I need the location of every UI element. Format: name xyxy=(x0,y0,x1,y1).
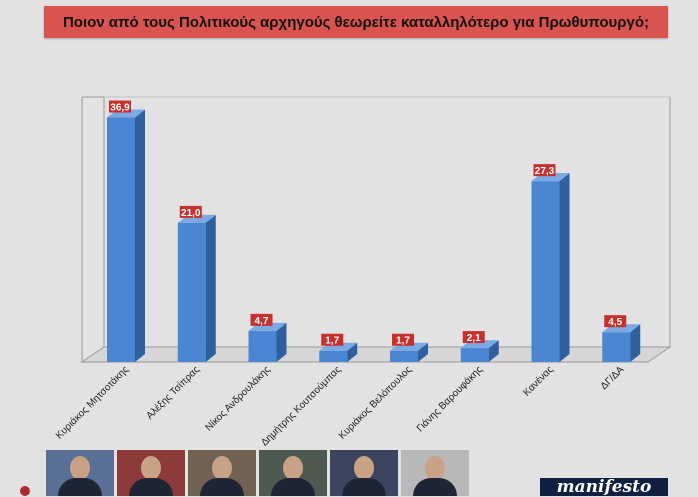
chart-title: Ποιον από τους Πολιτικούς αρχηγούς θεωρε… xyxy=(44,6,668,38)
value-label-bg xyxy=(321,333,344,346)
category-label: Κυριάκος Βελόπουλος xyxy=(336,364,414,442)
chart-floor xyxy=(80,346,672,363)
bar-side xyxy=(418,342,428,362)
bar-side xyxy=(276,322,287,362)
value-label: 4,7 xyxy=(255,316,269,327)
value-label-bg xyxy=(604,315,627,328)
bar xyxy=(531,181,560,362)
leader-photo xyxy=(46,450,114,496)
bar xyxy=(460,348,489,362)
value-label: 36,9 xyxy=(110,103,130,114)
category-label: Δημήτρης Κουτσούμπας xyxy=(258,364,343,449)
bar xyxy=(319,350,348,362)
category-label: Γιάνης Βαρουφάκης xyxy=(414,364,485,435)
chart-frame xyxy=(80,96,672,363)
bars-group xyxy=(107,109,641,362)
bar-side xyxy=(135,109,145,362)
category-label: Κανένας xyxy=(521,364,556,399)
value-label: 27,3 xyxy=(535,166,555,177)
leader-photo xyxy=(401,450,469,496)
value-label-bg xyxy=(179,205,202,218)
bar-side xyxy=(559,173,570,362)
category-label: ΔΓ/ΔΑ xyxy=(599,364,627,392)
bar-side xyxy=(630,324,641,362)
bar xyxy=(177,222,206,362)
leader-photo xyxy=(330,450,398,496)
bar xyxy=(390,350,418,362)
category-labels-group: Κυριάκος Μητσοτάκης Αλέξης Τσίπρας Νίκος Α… xyxy=(53,364,626,449)
value-label: 1,7 xyxy=(396,336,410,347)
value-label: 21,0 xyxy=(181,208,201,219)
value-label: 1,7 xyxy=(325,336,339,347)
leader-photo xyxy=(188,450,256,496)
bar xyxy=(107,117,135,362)
manifesto-logo: manifesto xyxy=(540,477,668,497)
value-label-bg xyxy=(392,333,414,346)
value-label-bg xyxy=(250,313,273,326)
bar-side xyxy=(347,342,358,362)
value-label-bg xyxy=(109,100,131,113)
bar xyxy=(602,332,631,362)
value-labels-group: 36,9 21,0 4,7 1,7 1,7 2,1 27,3 4,5 xyxy=(109,100,627,347)
value-label-bg xyxy=(462,331,485,344)
category-label: Αλέξης Τσίπρας xyxy=(144,364,202,422)
bar-side xyxy=(205,214,216,362)
bar xyxy=(248,330,277,362)
leader-photo-strip xyxy=(46,450,486,496)
value-label: 2,1 xyxy=(467,333,481,344)
decorative-dot xyxy=(20,486,30,496)
category-label: Κυριάκος Μητσοτάκης xyxy=(53,364,131,442)
value-label: 4,5 xyxy=(608,317,622,328)
value-label-bg xyxy=(533,164,556,177)
leader-photo xyxy=(117,450,185,496)
bar-side xyxy=(488,340,499,362)
category-label: Νίκος Ανδρουλάκης xyxy=(203,364,273,434)
leader-photo xyxy=(259,450,327,496)
